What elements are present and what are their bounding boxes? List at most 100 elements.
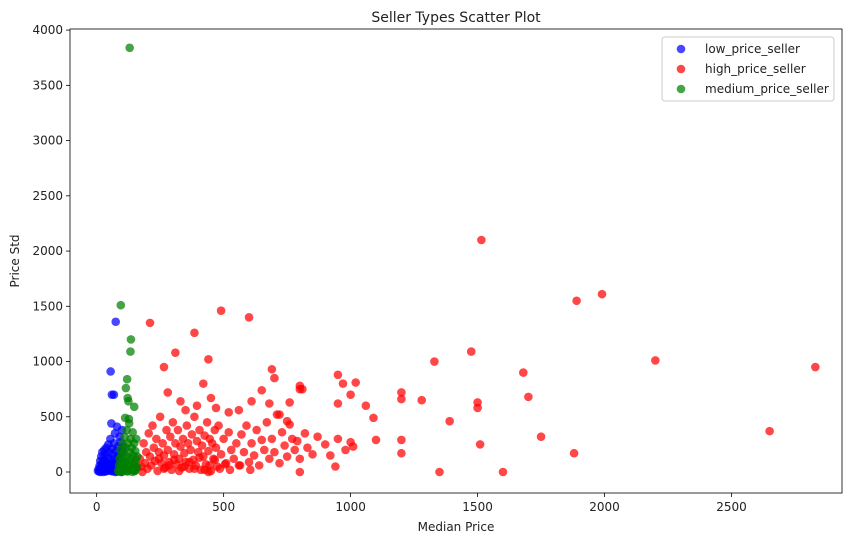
data-point <box>237 430 246 439</box>
data-point <box>163 388 173 397</box>
data-point <box>267 434 277 444</box>
y-tick-label: 1500 <box>32 299 63 313</box>
data-point <box>220 459 230 469</box>
data-point <box>313 432 322 441</box>
data-point <box>417 395 427 405</box>
data-point <box>183 438 193 448</box>
data-point <box>569 448 579 458</box>
data-point <box>435 467 444 477</box>
data-point <box>162 425 171 435</box>
series-medium_price_seller <box>113 43 142 477</box>
data-point <box>597 289 607 299</box>
data-point <box>351 378 360 387</box>
data-point <box>158 438 167 448</box>
data-point <box>225 465 235 475</box>
data-point <box>186 445 195 455</box>
data-point <box>107 419 116 428</box>
data-point <box>341 445 350 455</box>
data-point <box>111 317 121 327</box>
data-point <box>166 432 175 441</box>
data-point <box>131 464 141 474</box>
data-point <box>572 296 581 306</box>
data-point <box>308 450 317 459</box>
data-point <box>224 408 234 417</box>
x-axis-label: Median Price <box>418 520 495 534</box>
data-point <box>275 458 284 468</box>
data-point <box>171 348 180 358</box>
data-point <box>239 447 249 457</box>
legend-label: low_price_seller <box>705 42 800 56</box>
data-point <box>216 450 226 459</box>
data-point <box>651 356 660 365</box>
data-point <box>139 438 148 448</box>
data-point <box>445 416 454 426</box>
data-point <box>195 453 204 462</box>
data-point <box>224 427 234 437</box>
data-point <box>519 368 528 377</box>
legend-label: medium_price_seller <box>705 82 829 96</box>
data-point <box>466 347 476 356</box>
data-point <box>106 367 115 376</box>
y-tick-label: 1000 <box>32 355 63 369</box>
series-high_price_seller <box>133 235 820 477</box>
data-point <box>348 442 358 451</box>
x-tick-label: 1500 <box>462 500 493 514</box>
data-point <box>214 421 223 430</box>
data-point <box>300 429 310 438</box>
data-point <box>152 434 161 444</box>
data-point <box>124 414 134 424</box>
y-tick-label: 3500 <box>32 78 63 92</box>
data-point <box>267 364 277 374</box>
data-point <box>173 425 183 435</box>
data-point <box>246 465 255 475</box>
data-point <box>270 373 279 383</box>
data-point <box>331 462 340 471</box>
legend-marker <box>676 44 686 54</box>
data-point <box>290 445 300 455</box>
data-point <box>295 467 305 477</box>
data-point <box>126 347 135 356</box>
data-point <box>205 461 214 470</box>
data-point <box>475 440 485 449</box>
data-point <box>257 385 267 395</box>
data-point <box>811 362 820 372</box>
data-point <box>145 318 155 328</box>
data-point <box>765 426 774 436</box>
data-point <box>397 394 406 404</box>
data-point <box>155 412 165 422</box>
data-point <box>524 392 533 402</box>
data-point <box>254 461 264 470</box>
x-tick-label: 2000 <box>589 500 620 514</box>
data-point <box>371 435 381 445</box>
data-point <box>206 393 216 403</box>
y-tick-label: 500 <box>40 410 63 424</box>
plot-area-frame <box>69 28 843 494</box>
data-point <box>144 429 154 438</box>
data-point <box>397 388 406 397</box>
data-point <box>235 461 245 470</box>
data-point <box>265 399 274 408</box>
y-axis-label: Price Std <box>8 234 22 287</box>
data-point <box>277 427 287 437</box>
data-point <box>204 446 213 456</box>
data-point <box>259 445 269 455</box>
data-point <box>181 405 190 415</box>
x-axis-ticks: 0 500 1000 1500 2000 2500 <box>93 493 747 514</box>
data-point <box>211 443 221 453</box>
data-point <box>303 443 312 453</box>
data-point <box>187 430 197 439</box>
data-point <box>262 418 272 427</box>
data-point <box>182 421 192 430</box>
data-point <box>204 467 213 477</box>
data-point <box>234 405 244 415</box>
data-point <box>338 379 348 388</box>
data-point <box>232 438 241 448</box>
data-point <box>242 421 251 430</box>
data-point <box>125 43 134 53</box>
data-point <box>197 441 207 450</box>
data-point <box>159 362 169 372</box>
data-point <box>192 401 202 411</box>
data-point <box>244 313 254 322</box>
data-point <box>326 451 335 460</box>
